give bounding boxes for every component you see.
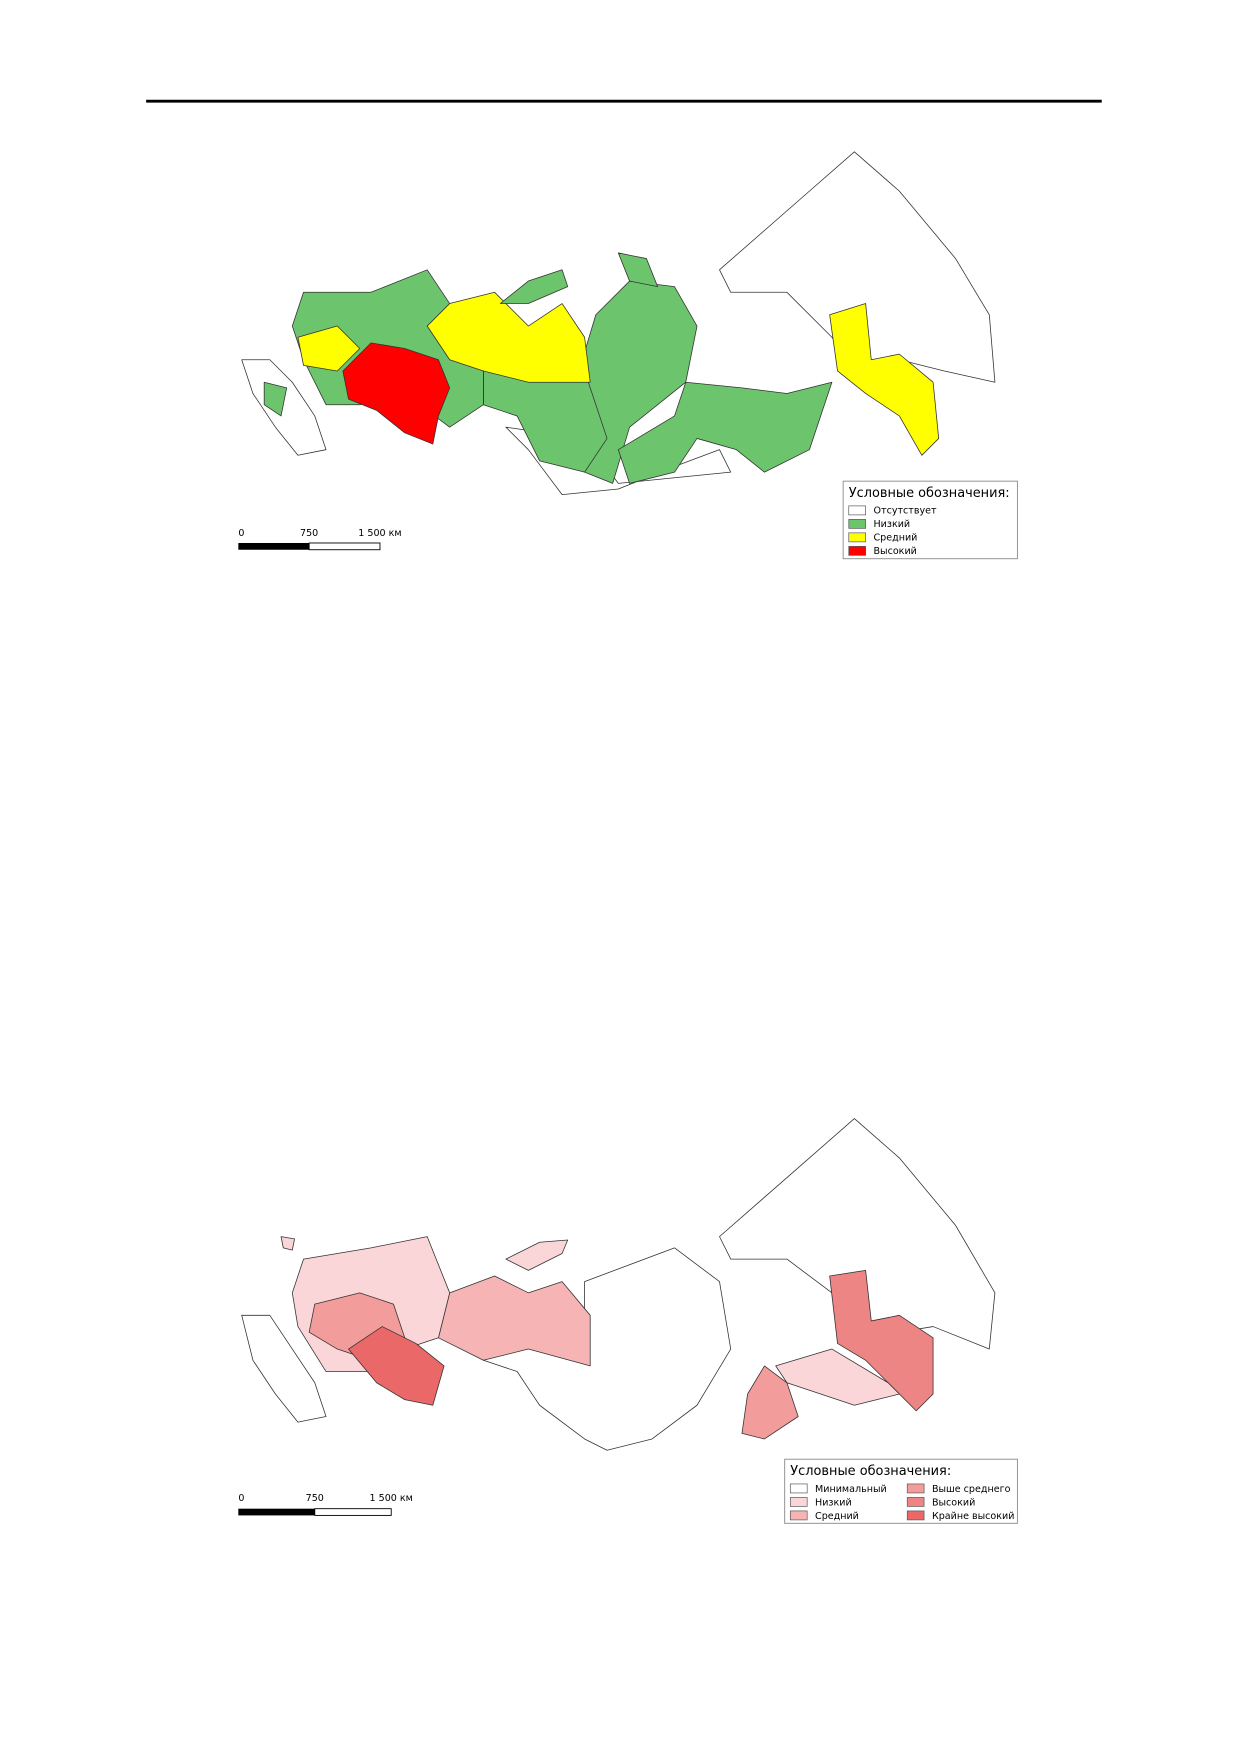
content: Условные обозначения: Отсутствует Низкий Ср…: [146, 99, 1102, 1524]
legend-box: [842, 480, 1018, 560]
region: [617, 381, 833, 484]
region: [342, 342, 451, 445]
legend-swatch: [906, 1510, 925, 1521]
region: [829, 1269, 934, 1412]
legend-swatch: [848, 519, 866, 529]
region: [241, 1314, 327, 1423]
region: [263, 381, 288, 417]
legend-label: Высокий: [874, 546, 917, 557]
region: [741, 1365, 799, 1440]
region: [280, 1236, 295, 1251]
legend-label: Высокий: [932, 1497, 975, 1508]
scale-bar-segment: [314, 1508, 392, 1516]
legend-box: [784, 1458, 1018, 1524]
map: [241, 151, 996, 496]
region: [617, 252, 659, 288]
region: [499, 269, 569, 304]
scale-bar-segment: [238, 1508, 315, 1516]
region: [719, 151, 996, 383]
legend-label: Выше среднего: [932, 1484, 1011, 1495]
legend-label: Низкий: [874, 519, 911, 530]
scale-bar-label: 0: [238, 528, 244, 539]
region: [829, 303, 940, 456]
scale-bar-label: 0: [238, 1493, 244, 1504]
region: [297, 325, 361, 372]
legend-swatch: [906, 1497, 925, 1507]
scale-bar-label: 750: [300, 528, 318, 539]
legend-swatch: [848, 546, 866, 556]
scale-bar-label: 750: [306, 1493, 324, 1504]
scale-bar-segment: [238, 542, 310, 550]
legend-swatch: [789, 1497, 808, 1507]
legend-label: Отсутствует: [874, 506, 937, 517]
region: [348, 1326, 445, 1406]
legend-swatch: [848, 505, 866, 516]
legend-label: Крайне высокий: [932, 1511, 1014, 1522]
legend-swatch: [848, 532, 866, 543]
scale-bar-label: 1 500 км: [370, 1493, 413, 1504]
legend-swatch: [789, 1483, 808, 1494]
scale-bar-segment: [308, 542, 381, 551]
legend-swatch: [906, 1483, 925, 1494]
region: [241, 359, 327, 456]
scale-bar-label: 1 500 км: [358, 528, 401, 539]
legend-title: Условные обозначения:: [849, 486, 1010, 501]
legend-label: Средний: [874, 533, 918, 544]
map: [241, 1118, 996, 1451]
region: [438, 1275, 591, 1367]
region: [719, 1118, 996, 1350]
legend-label: Средний: [815, 1511, 859, 1522]
legend-label: Минимальный: [815, 1484, 887, 1495]
legend-swatch: [789, 1510, 808, 1521]
region: [505, 1239, 569, 1271]
legend-title: Условные обозначения:: [790, 1464, 951, 1479]
legend-label: Низкий: [815, 1497, 852, 1508]
